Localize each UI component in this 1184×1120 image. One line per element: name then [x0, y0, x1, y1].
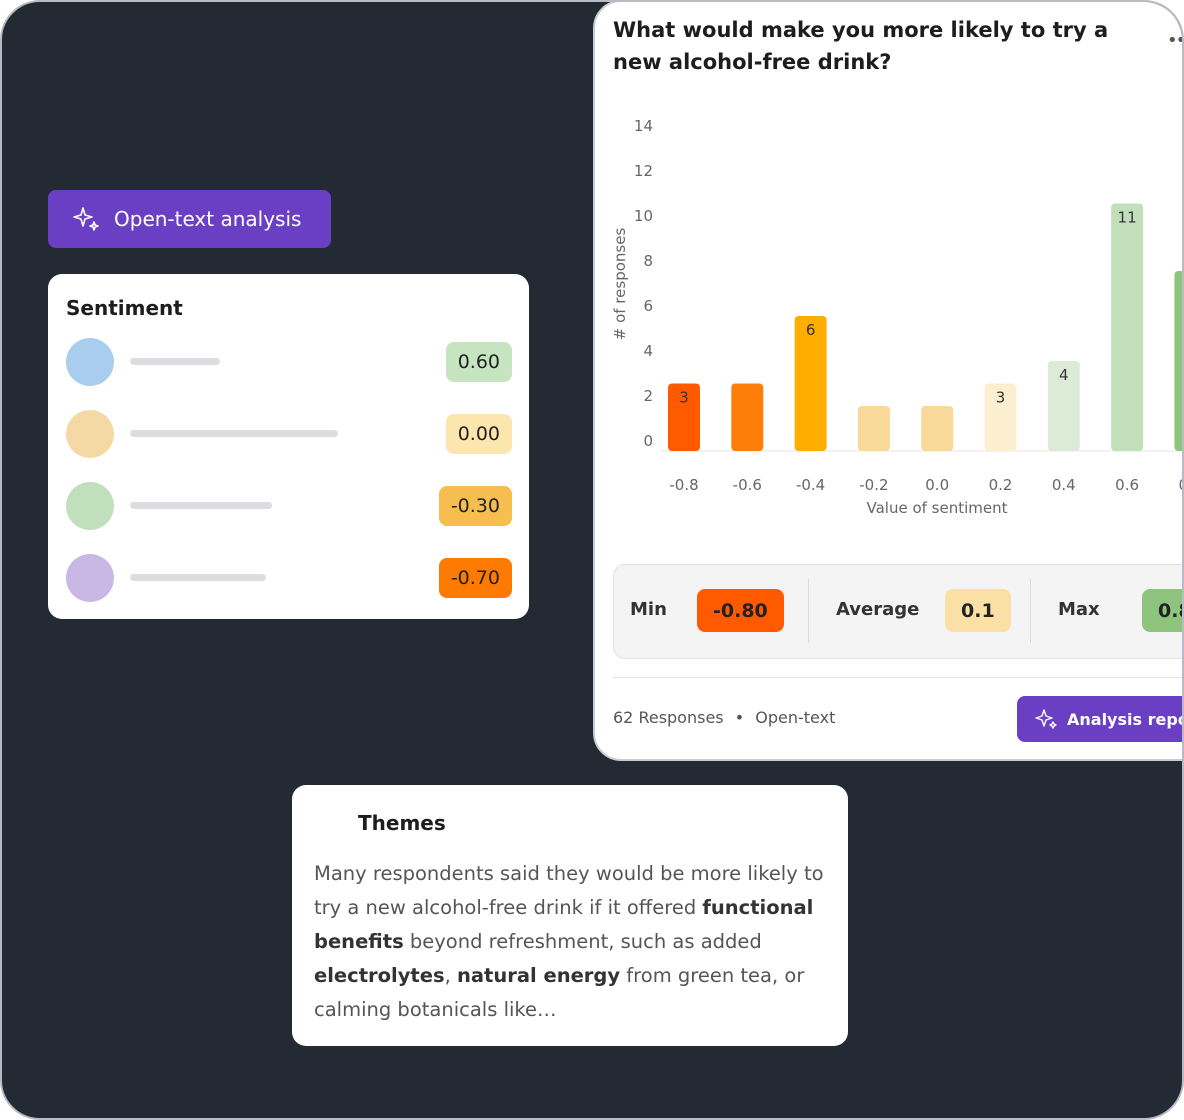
stat-pill: 0.1 [945, 589, 1011, 632]
y-tick-label: 8 [643, 252, 653, 270]
divider [613, 677, 1182, 678]
y-axis-title: # of responses [611, 228, 629, 341]
menu-icon[interactable]: ••• [1167, 30, 1184, 51]
value-label: 3 [679, 389, 689, 407]
themes-segment: from green tea, or calming botanicals li… [314, 964, 805, 1021]
sentiment-pill: 0.00 [445, 414, 512, 454]
card-title: Themes [358, 811, 446, 835]
stat-pill: 0.8 [1142, 589, 1182, 632]
y-tick-label: 14 [634, 117, 653, 135]
sentiment-pill: -0.30 [438, 486, 512, 526]
themes-segment: electrolytes [314, 964, 445, 987]
placeholder-line [130, 574, 266, 581]
stat-divider [808, 579, 809, 643]
themes-segment: Many respondents said they would be more… [314, 862, 824, 919]
y-tick-label: 6 [643, 297, 653, 315]
avatar [66, 410, 114, 458]
x-tick-label: 0.6 [1115, 476, 1139, 494]
themes-segment: natural energy [456, 964, 621, 987]
value-label: 3 [996, 389, 1006, 407]
bar [921, 406, 954, 451]
themes-segment: , [444, 964, 457, 987]
stat-label: Max [1058, 599, 1100, 620]
bar [668, 383, 700, 451]
separator: • [734, 708, 745, 727]
responses: 62 Responses [613, 708, 724, 727]
themes-segment: beyond refreshment, such as added [403, 930, 762, 953]
value-label: 11 [1118, 209, 1137, 227]
card-title: Sentiment [66, 296, 183, 320]
bar [731, 383, 764, 451]
footer-meta: 62 Responses • Open-text [613, 708, 835, 727]
bar [1174, 271, 1182, 451]
y-tick-label: 10 [634, 207, 653, 225]
placeholder-line [130, 502, 272, 509]
x-tick-label: 0.8 [1178, 476, 1184, 494]
stats-box: Min -0.80 Average 0.1 Max 0.8 [613, 564, 1182, 659]
bar [984, 383, 1017, 451]
x-tick-label: 0.4 [1052, 476, 1076, 494]
chart: # of responses Value of sentiment 0 2 4 6 8 1… [611, 117, 1184, 517]
x-tick-label: 0.2 [989, 476, 1013, 494]
x-axis-title: Value of sentiment [866, 499, 1007, 517]
bar [1111, 203, 1144, 451]
y-tick-label: 0 [643, 432, 653, 450]
bar [857, 406, 890, 451]
question-card: What would make you more likely to try a… [593, 2, 1184, 761]
stat-label: Average [836, 599, 920, 620]
y-tick-label: 2 [643, 387, 653, 405]
question-title: What would make you more likely to try a… [613, 18, 1109, 74]
x-tick-label: 0.0 [925, 476, 949, 494]
sparkle-icon [73, 207, 99, 231]
avatar [66, 482, 114, 530]
sparkle-icon [1035, 709, 1057, 729]
stat-label: Min [630, 599, 667, 620]
placeholder-line [130, 358, 220, 365]
analysis-report-button[interactable]: Analysis report [1017, 696, 1182, 742]
sentiment-pill: -0.70 [438, 558, 512, 598]
x-tick-label: -0.8 [669, 476, 698, 494]
value-label: 4 [1059, 366, 1069, 384]
x-tick-label: -0.4 [796, 476, 825, 494]
stat-divider [1030, 579, 1031, 643]
themes-card: Themes Many respondents said they would … [292, 785, 848, 1046]
themes-segment: functional benefits [314, 896, 814, 953]
y-tick-label: 12 [634, 162, 653, 180]
x-tick-label: -0.6 [733, 476, 762, 494]
sentiment-pill: 0.60 [445, 342, 512, 382]
open-text-button[interactable]: Open-text analysis [48, 190, 331, 248]
x-tick-label: -0.2 [859, 476, 888, 494]
sentiment-card: Sentiment 0.60 0.00 -0.30 -0.70 [48, 274, 529, 619]
kind: Open-text [755, 708, 836, 727]
bar [794, 316, 827, 451]
avatar [66, 554, 114, 602]
button-label: Analysis report [1067, 709, 1182, 729]
value-label: 6 [806, 321, 816, 339]
bar [1047, 361, 1080, 451]
avatar [66, 338, 114, 386]
themes-text: Many respondents said they would be more… [314, 857, 824, 1027]
stat-pill: -0.80 [697, 589, 784, 632]
button-label: Open-text analysis [114, 207, 302, 231]
y-tick-label: 4 [643, 342, 653, 360]
placeholder-line [130, 430, 338, 437]
